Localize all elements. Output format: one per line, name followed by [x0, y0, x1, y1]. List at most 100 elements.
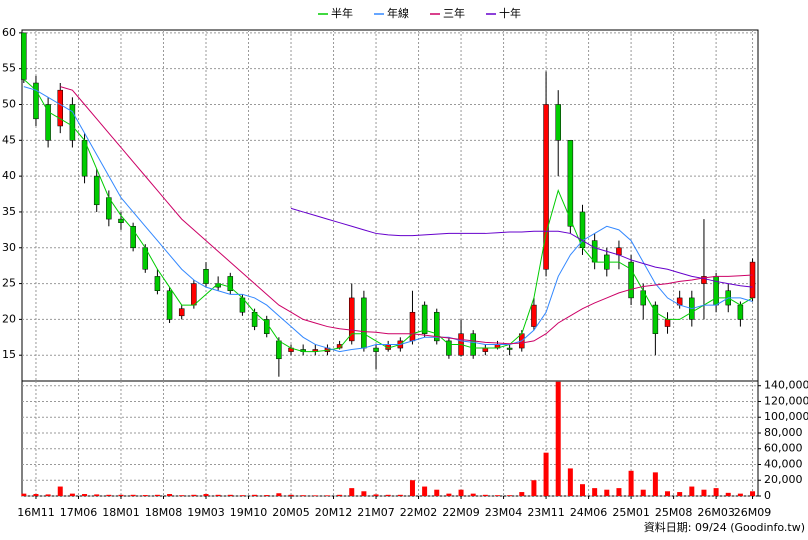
candle-body — [57, 89, 64, 127]
volume-bar — [665, 491, 671, 496]
candle-body — [421, 304, 428, 334]
y-tick-label: 0 — [764, 489, 771, 502]
x-tick-label: 24M06 — [570, 506, 608, 519]
volume-bar — [604, 489, 610, 496]
volume-bar — [446, 493, 452, 496]
volume-bar — [191, 494, 197, 496]
candle-body — [543, 104, 549, 270]
candle-body — [93, 175, 100, 206]
volume-bar — [567, 468, 573, 496]
volume-bar — [677, 492, 683, 496]
candle-body — [482, 347, 489, 352]
volume-bar — [470, 493, 476, 496]
volume-bar — [312, 495, 318, 496]
x-tick-label: 26M09 — [734, 506, 772, 519]
y-tick-label: 60,000 — [764, 442, 803, 455]
volume-bar — [409, 480, 415, 496]
candle-body — [361, 297, 367, 349]
volume-bar — [531, 480, 537, 496]
candle-body — [203, 269, 209, 284]
volume-bar — [434, 489, 440, 496]
volume-bar — [628, 470, 634, 496]
candle-body — [276, 340, 282, 360]
candle-body — [434, 311, 440, 342]
legend-label: 半年 — [331, 6, 353, 20]
volume-bar — [482, 494, 488, 496]
y-tick-label: 120,000 — [764, 394, 808, 407]
volume-bar — [713, 488, 719, 496]
x-tick-label: 19M03 — [187, 506, 225, 519]
volume-bar — [227, 494, 233, 496]
volume-bar — [57, 486, 63, 496]
candle-body — [749, 261, 756, 299]
volume-bar — [106, 494, 112, 496]
volume-bar — [701, 489, 707, 496]
y-tick-label: 20 — [2, 312, 16, 325]
candle-body — [33, 82, 39, 120]
volume-bar — [458, 489, 464, 496]
x-tick-label: 25M01 — [612, 506, 650, 519]
y-tick-label: 80,000 — [764, 426, 803, 439]
volume-bar — [349, 488, 355, 496]
volume-bar — [276, 493, 282, 496]
y-tick-label: 45 — [2, 133, 16, 146]
candle-body — [191, 283, 197, 306]
y-tick-label: 20,000 — [764, 473, 803, 486]
volume-bar — [689, 486, 695, 496]
volume-bar — [640, 489, 646, 496]
y-tick-label: 50 — [2, 97, 16, 110]
volume-bar — [33, 494, 39, 496]
x-tick-label: 20M12 — [315, 506, 353, 519]
candle-body — [166, 290, 173, 320]
x-tick-label: 19M10 — [230, 506, 268, 519]
volume-bar — [494, 495, 500, 496]
x-tick-label: 16M11 — [17, 506, 55, 519]
volume-bar — [130, 494, 136, 496]
y-tick-label: 100,000 — [764, 410, 808, 423]
candle-body — [45, 104, 51, 141]
volume-bar — [21, 493, 27, 496]
y-tick-label: 60 — [2, 26, 16, 39]
x-tick-label: 26M03 — [697, 506, 735, 519]
y-tick-label: 40 — [2, 169, 16, 182]
candle-body — [506, 347, 513, 350]
candle-body — [118, 218, 124, 223]
ma-line — [290, 207, 753, 288]
volume-bar — [45, 494, 51, 496]
x-tick-label: 22M09 — [442, 506, 480, 519]
x-tick-label: 21M07 — [357, 506, 395, 519]
candle-body — [178, 308, 185, 317]
volume-bar — [592, 488, 598, 496]
volume-bar — [519, 492, 525, 496]
candle-body — [348, 297, 355, 342]
volume-bar — [154, 494, 160, 496]
candle-body — [737, 304, 744, 320]
volume-bar — [288, 494, 294, 496]
candle-body — [628, 261, 634, 299]
volume-bar — [422, 486, 428, 496]
y-tick-label: 30 — [2, 241, 16, 254]
y-tick-label: 25 — [2, 277, 16, 290]
volume-bar — [215, 494, 221, 496]
volume-bar — [543, 452, 549, 496]
y-tick-label: 35 — [2, 205, 16, 218]
volume-bar — [397, 494, 403, 496]
x-tick-label: 17M06 — [60, 506, 98, 519]
volume-bar — [507, 495, 513, 496]
volume-bar — [179, 495, 185, 496]
volume-bar — [239, 495, 245, 496]
legend-label: 十年 — [499, 6, 521, 20]
candle-body — [130, 226, 136, 249]
candle-body — [154, 276, 161, 291]
volume-bar — [616, 488, 622, 496]
candle-body — [701, 276, 707, 284]
volume-bar — [324, 495, 330, 496]
volume-bar — [167, 494, 173, 496]
candle-body — [21, 32, 27, 80]
x-tick-label: 25M08 — [655, 506, 693, 519]
volume-bar — [94, 494, 100, 496]
volume-bar — [555, 381, 561, 496]
candle-body — [652, 304, 659, 334]
